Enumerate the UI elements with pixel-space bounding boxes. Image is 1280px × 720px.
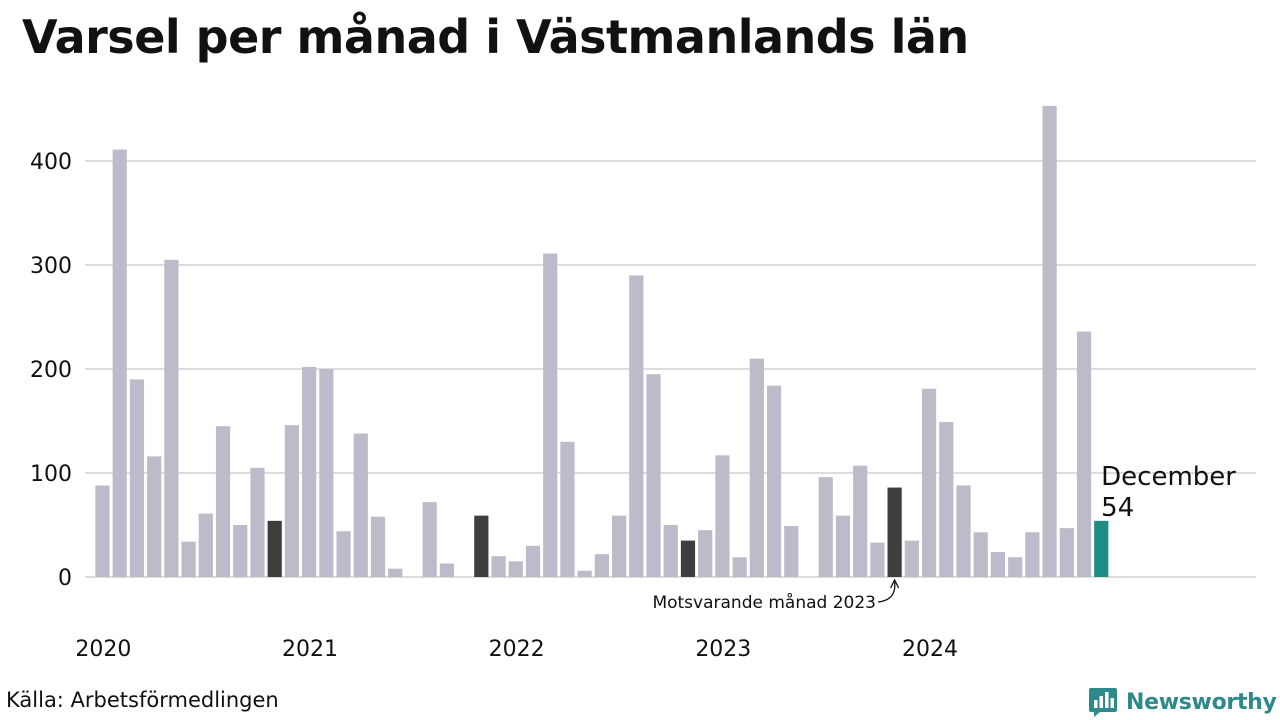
bar: [1059, 528, 1074, 577]
bar: [370, 516, 386, 577]
annotation-arrow-head: [890, 578, 900, 589]
bar: [732, 557, 747, 577]
bar: [973, 532, 988, 577]
x-tick-label: 2023: [695, 637, 751, 662]
bar: [129, 379, 145, 577]
bar: [818, 477, 833, 577]
bar: [233, 525, 248, 577]
bar: [198, 513, 213, 577]
bar: [853, 465, 868, 577]
bar: [956, 485, 971, 577]
bar: [921, 388, 937, 577]
bar: [336, 531, 351, 577]
bar: [835, 515, 851, 577]
bar: [474, 515, 489, 577]
y-tick-label: 0: [58, 566, 72, 591]
bar: [663, 525, 678, 577]
brand-name: Newsworthy: [1126, 689, 1277, 715]
bar: [1042, 105, 1057, 577]
y-tick-label: 300: [30, 254, 72, 279]
x-tick-label: 2022: [489, 637, 545, 662]
bar: [612, 515, 627, 577]
bar: [543, 253, 558, 577]
bar: [353, 433, 368, 577]
bar: [594, 554, 609, 577]
x-tick-label: 2024: [902, 637, 958, 662]
bar: [284, 425, 300, 577]
bar: [525, 545, 541, 577]
source-note: Källa: Arbetsförmedlingen: [6, 688, 279, 712]
bar: [491, 556, 506, 577]
brand-logo: Newsworthy: [1088, 684, 1277, 720]
bar: [302, 366, 317, 577]
bar: [439, 563, 454, 577]
annotation-text: Motsvarande månad 2023: [652, 592, 876, 613]
bar: [1094, 520, 1109, 577]
bar: [646, 374, 661, 577]
bar: [749, 358, 764, 577]
bar: [629, 275, 644, 577]
bar-chart: 0 100 200 300 400 2020 2021 2022 2023 2024 Decem…: [30, 105, 1256, 662]
current-month-label: December 54: [1101, 462, 1236, 523]
bar: [577, 570, 592, 577]
bar: [715, 455, 730, 577]
x-tick-label: 2020: [75, 637, 131, 662]
bar: [164, 259, 179, 577]
bar: [939, 422, 954, 577]
bar: [181, 541, 196, 577]
bar: [698, 530, 713, 577]
bar: [267, 520, 282, 577]
y-tick-label: 400: [30, 150, 72, 175]
bar: [215, 426, 231, 577]
bar: [904, 540, 919, 577]
bar: [319, 369, 334, 577]
bar: [784, 526, 799, 577]
bar: [1076, 331, 1092, 577]
bar: [147, 456, 162, 577]
annotation-arrow: [877, 581, 896, 603]
newsworthy-chart-icon: [1089, 688, 1117, 717]
bar: [508, 561, 523, 577]
bar: [95, 485, 110, 577]
x-tick-label: 2021: [282, 637, 338, 662]
y-tick-label: 100: [30, 462, 72, 487]
bar: [680, 540, 696, 577]
chart-title: Varsel per månad i Västmanlands län: [22, 10, 969, 64]
current-month-value: 54: [1101, 493, 1134, 523]
bar: [112, 149, 127, 577]
bars: [95, 105, 1109, 577]
bar: [887, 487, 902, 577]
bar: [250, 467, 265, 577]
bar: [560, 441, 575, 577]
y-tick-label: 200: [30, 358, 72, 383]
y-axis-tick-labels: 0 100 200 300 400: [30, 150, 72, 591]
x-axis-year-labels: 2020 2021 2022 2023 2024: [75, 637, 958, 662]
bar: [870, 542, 885, 577]
bar: [1008, 557, 1023, 577]
bar: [422, 502, 437, 577]
bar: [766, 385, 782, 577]
bar: [388, 568, 403, 577]
same-month-annotation: Motsvarande månad 2023: [652, 578, 900, 613]
bar: [990, 552, 1006, 577]
current-month-name: December: [1101, 462, 1236, 492]
bar: [1025, 532, 1040, 577]
